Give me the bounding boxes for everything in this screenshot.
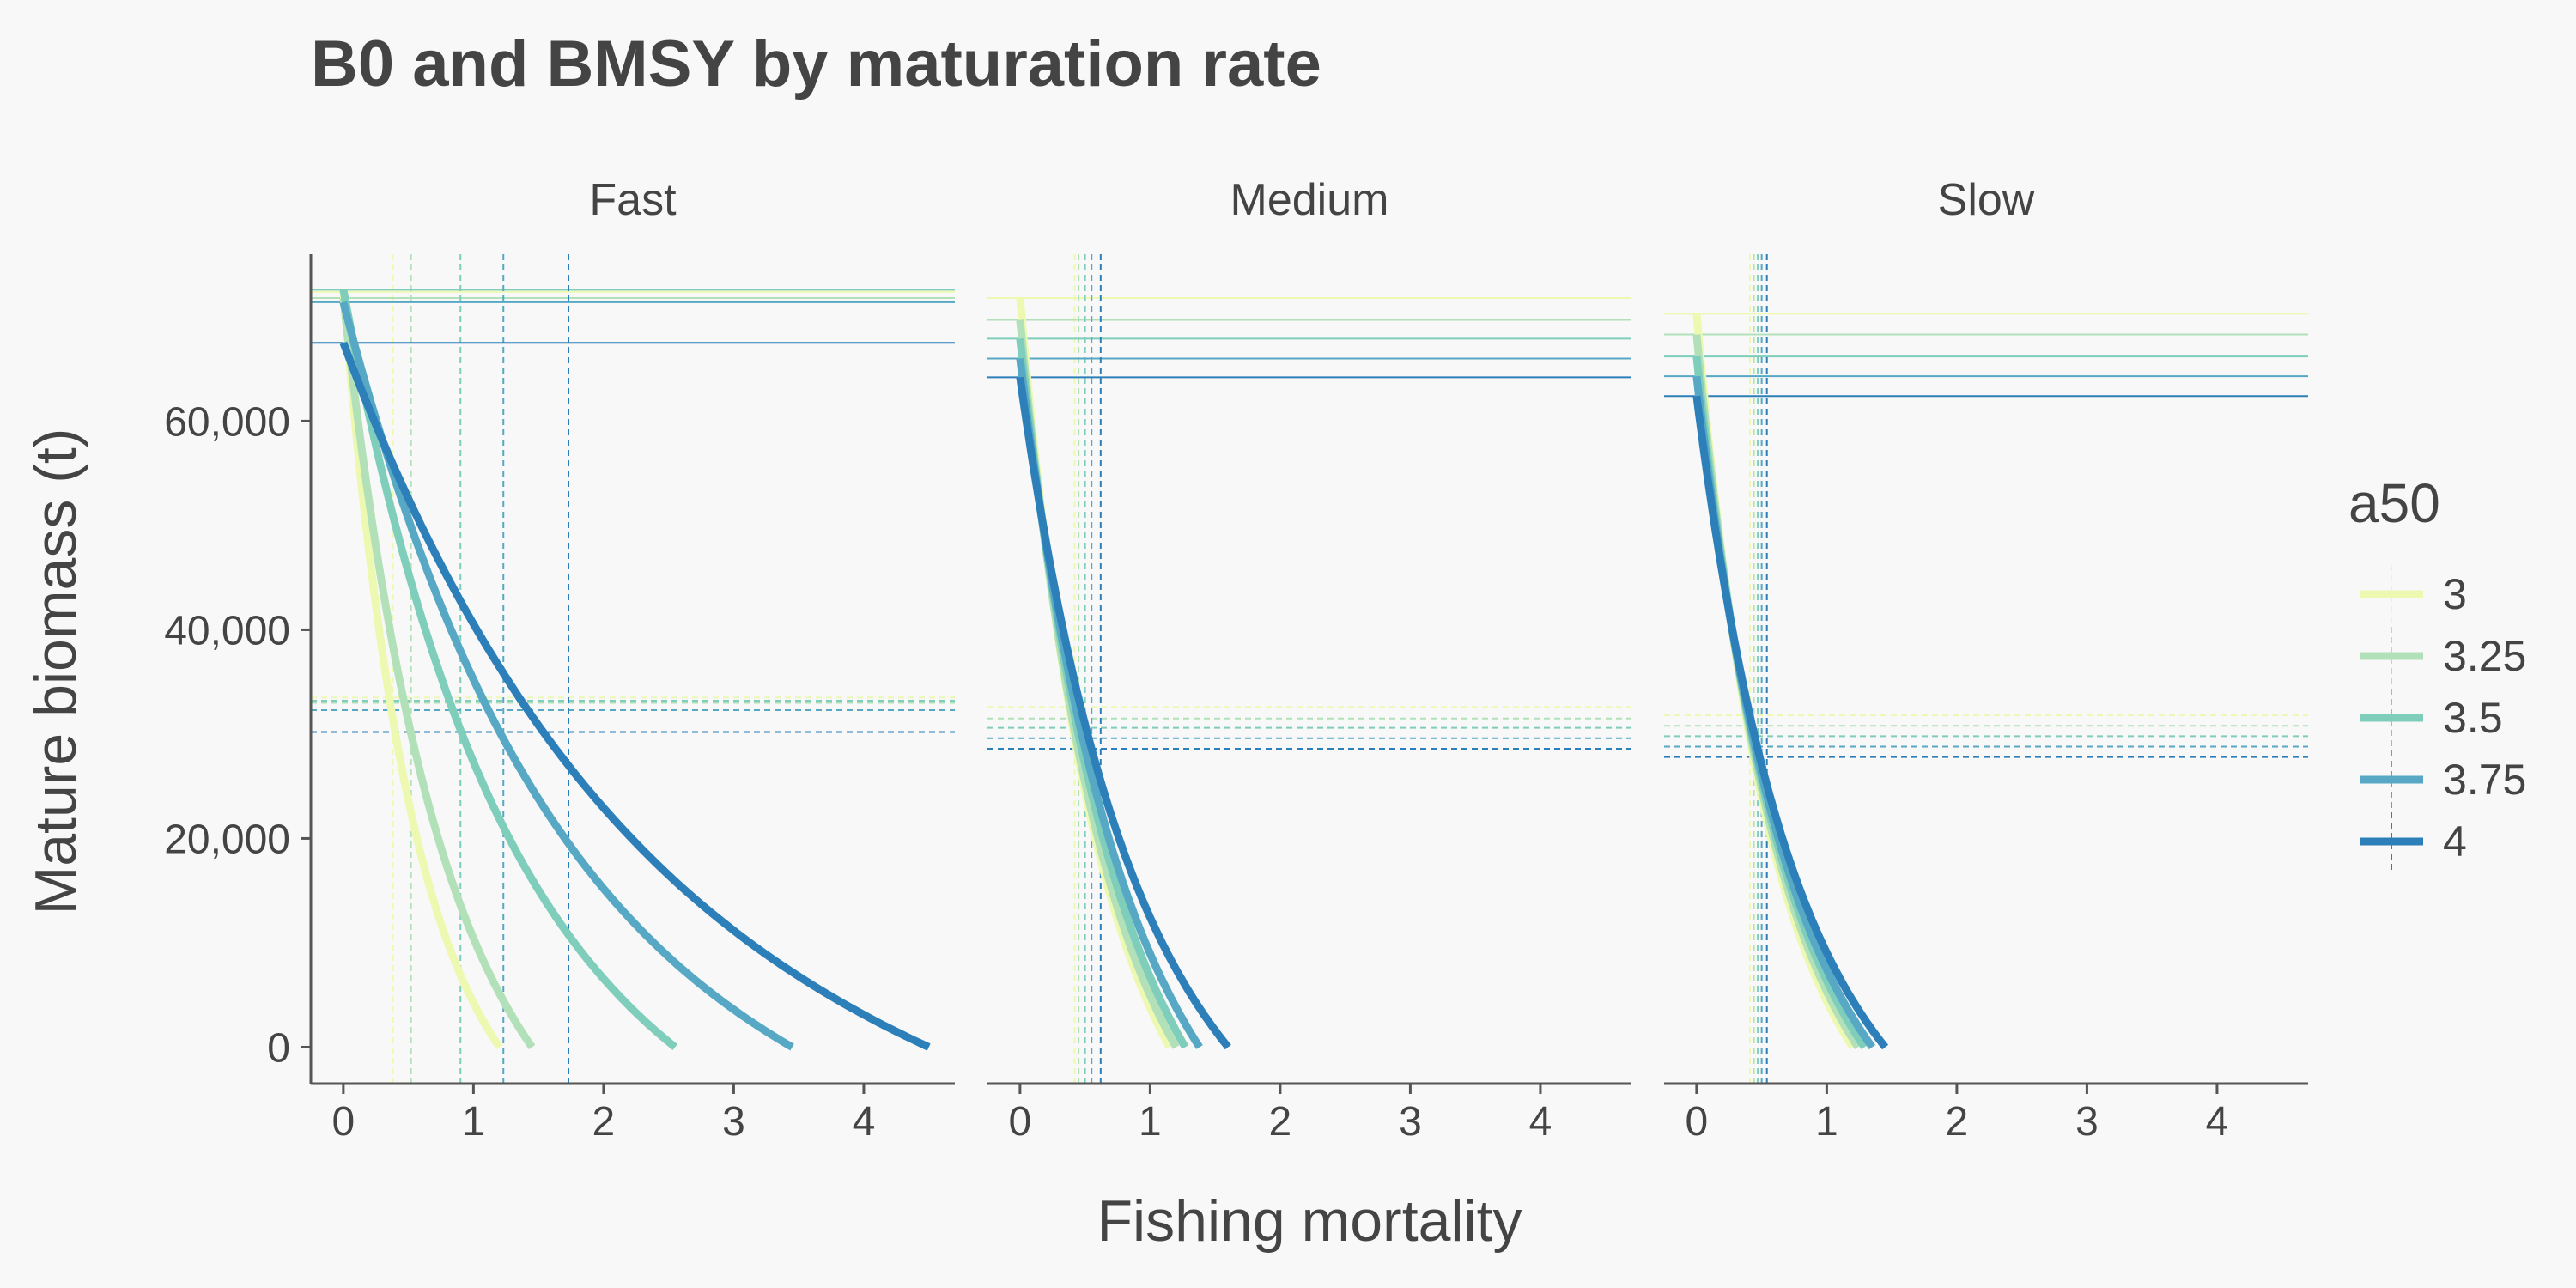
curve-a50-3 (339, 291, 503, 1050)
curve-a50-3.25 (1016, 319, 1180, 1049)
x-tick-label: 4 (1529, 1099, 1552, 1145)
curve-a50-4 (339, 341, 931, 1051)
x-tick-label: 2 (1946, 1099, 1969, 1145)
x-tick-label: 0 (1009, 1099, 1032, 1145)
x-axis-title: Fishing mortality (1097, 1188, 1522, 1254)
x-tick-label: 0 (1686, 1099, 1709, 1145)
curve-a50-3.25 (1692, 334, 1862, 1049)
panel-title: Fast (589, 175, 677, 225)
y-tick-label: 20,000 (164, 817, 290, 862)
legend-label: 3 (2443, 570, 2467, 618)
x-tick-label: 2 (1269, 1099, 1292, 1145)
x-tick-label: 2 (592, 1099, 616, 1145)
x-tick-label: 1 (1815, 1099, 1838, 1145)
legend-label: 3.75 (2443, 756, 2526, 804)
curve-a50-3.75 (1692, 375, 1876, 1050)
panel-title: Medium (1230, 175, 1389, 225)
legend-item: 4 (2360, 812, 2467, 871)
y-tick-label: 40,000 (164, 608, 290, 653)
legend-label: 3.5 (2443, 694, 2503, 742)
x-tick-label: 0 (332, 1099, 355, 1145)
curve-a50-4 (1692, 395, 1889, 1050)
legend-item: 3 (2360, 565, 2467, 623)
x-tick-label: 3 (722, 1099, 745, 1145)
y-tick-label: 60,000 (164, 399, 290, 445)
legend-item: 3.25 (2360, 627, 2526, 685)
panel-medium: Medium 0 1 2 3 4 (987, 175, 1631, 1145)
curve-a50-4 (1016, 376, 1231, 1050)
curve-a50-3 (1692, 313, 1856, 1049)
curve-a50-3.75 (339, 301, 794, 1051)
y-tick-label: 0 (267, 1025, 290, 1071)
x-tick-label: 4 (853, 1099, 876, 1145)
legend-title: a50 (2348, 472, 2440, 534)
x-tick-label: 3 (2075, 1099, 2099, 1145)
x-tick-label: 1 (1139, 1099, 1162, 1145)
y-axis-title: Mature biomass (t) (23, 428, 88, 915)
x-tick-label: 3 (1399, 1099, 1422, 1145)
x-tick-label: 4 (2206, 1099, 2229, 1145)
curve-a50-3.75 (1016, 357, 1203, 1049)
curve-a50-3.5 (339, 289, 678, 1050)
x-tick-label: 1 (462, 1099, 485, 1145)
legend-label: 3.25 (2443, 632, 2526, 680)
curve-a50-3 (1016, 297, 1174, 1049)
legend-item: 3.5 (2360, 689, 2503, 747)
panel-slow: Slow 0 1 2 3 4 (1664, 175, 2308, 1145)
legend: a50 3 3.25 3.5 3.75 4 (2348, 472, 2526, 871)
chart-title: B0 and BMSY by maturation rate (311, 27, 1321, 100)
legend-item: 3.75 (2360, 750, 2526, 809)
curve-a50-3.5 (1692, 355, 1868, 1049)
panel-title: Slow (1938, 175, 2035, 225)
panel-fast: Fast 0 1 2 3 4 0 20,000 40,000 60,000 (164, 175, 955, 1145)
legend-label: 4 (2443, 817, 2467, 866)
curve-a50-3.25 (339, 297, 536, 1050)
